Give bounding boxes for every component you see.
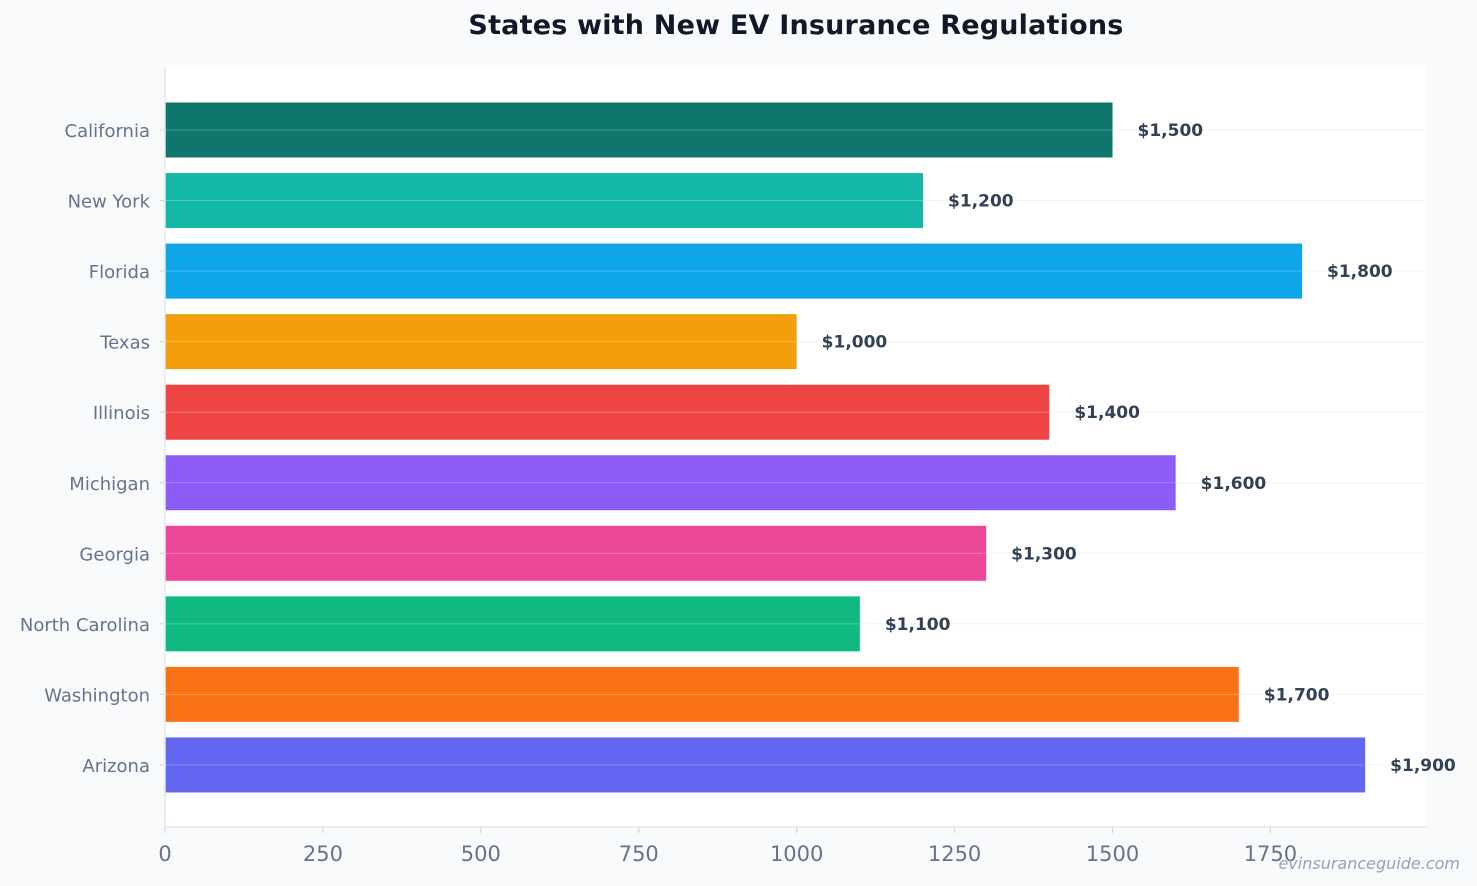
x-tick-label: 0 — [158, 842, 171, 866]
y-axis-label: New York — [68, 192, 151, 213]
data-label: $1,600 — [1201, 474, 1267, 494]
watermark: evinsuranceguide.com — [1278, 854, 1460, 873]
y-axis-label: Arizona — [82, 756, 150, 777]
y-axis-label: Illinois — [93, 403, 150, 424]
y-axis-label: Washington — [44, 685, 150, 706]
x-tick-label: 1750 — [1244, 842, 1297, 866]
bar-georgia — [165, 525, 987, 581]
y-axis-label: Texas — [99, 333, 150, 354]
data-label: $1,300 — [1011, 544, 1077, 564]
x-tick-label: 250 — [303, 842, 343, 866]
y-axis-labels: California New York Florida Texas Illinois Mi… — [20, 121, 165, 777]
data-label: $1,000 — [822, 333, 888, 353]
bar-north-carolina — [165, 596, 860, 652]
y-axis-label: Georgia — [79, 544, 150, 565]
x-tick-label: 750 — [619, 842, 659, 866]
data-labels: $1,500 $1,200 $1,800 $1,000 $1,400 $1,600 $1,3… — [822, 121, 1456, 776]
x-tick-label: 500 — [461, 842, 501, 866]
data-label: $1,700 — [1264, 685, 1330, 705]
y-axis-label: California — [65, 121, 150, 142]
y-axis-label: Florida — [89, 262, 150, 283]
y-axis-label: Michigan — [69, 474, 150, 495]
data-label: $1,500 — [1138, 121, 1204, 141]
bar-arizona — [165, 737, 1366, 793]
data-label: $1,200 — [948, 192, 1014, 212]
x-tick-label: 1500 — [1086, 842, 1139, 866]
data-label: $1,100 — [885, 615, 951, 635]
bar-michigan — [165, 455, 1176, 511]
bars — [165, 102, 1366, 793]
bar-new-york — [165, 173, 923, 229]
y-axis-label: North Carolina — [20, 615, 150, 636]
bar-washington — [165, 666, 1239, 722]
bar-florida — [165, 243, 1302, 299]
x-tick-label: 1250 — [928, 842, 981, 866]
chart-title: States with New EV Insurance Regulations — [468, 10, 1124, 41]
x-tick-label: 1000 — [770, 842, 823, 866]
data-label: $1,400 — [1074, 403, 1140, 423]
bar-illinois — [165, 384, 1050, 440]
bar-texas — [165, 314, 797, 370]
data-label: $1,900 — [1390, 756, 1456, 776]
bar-california — [165, 102, 1113, 158]
x-axis-ticks: 0 250 500 750 1000 1250 1500 1750 — [158, 827, 1297, 866]
data-label: $1,800 — [1327, 262, 1393, 282]
